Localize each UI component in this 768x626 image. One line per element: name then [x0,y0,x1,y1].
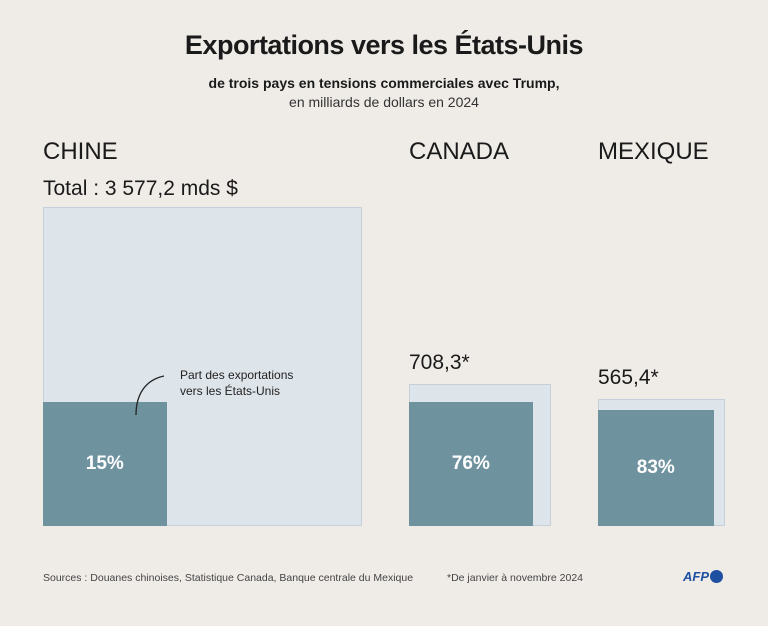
total-label-china: Total : 3 577,2 mds $ [43,177,238,200]
chart-subtitle: de trois pays en tensions commerciales a… [208,75,560,91]
sources: Sources : Douanes chinoises, Statistique… [43,572,414,584]
us-share-square-canada: 76% [409,402,533,526]
country-label-china: CHINE [43,138,118,165]
chart-unit: en milliards de dollars en 2024 [289,94,479,110]
total-label-canada: 708,3* [409,351,470,375]
us-share-square-chine: 15% [43,402,167,526]
footnote: *De janvier à novembre 2024 [447,572,583,584]
chart-title: Exportations vers les États-Unis [184,30,584,60]
annotation-text: Part des exportations vers les États-Uni… [180,368,294,398]
country-label-canada: CANADA [409,138,510,165]
annotation-leader-line [135,375,165,416]
country-label-mexico: MEXIQUE [598,138,709,165]
us-share-square-mexique: 83% [598,410,714,526]
afp-logo: AFP [683,569,723,584]
total-label-mexico: 565,4* [598,366,659,390]
